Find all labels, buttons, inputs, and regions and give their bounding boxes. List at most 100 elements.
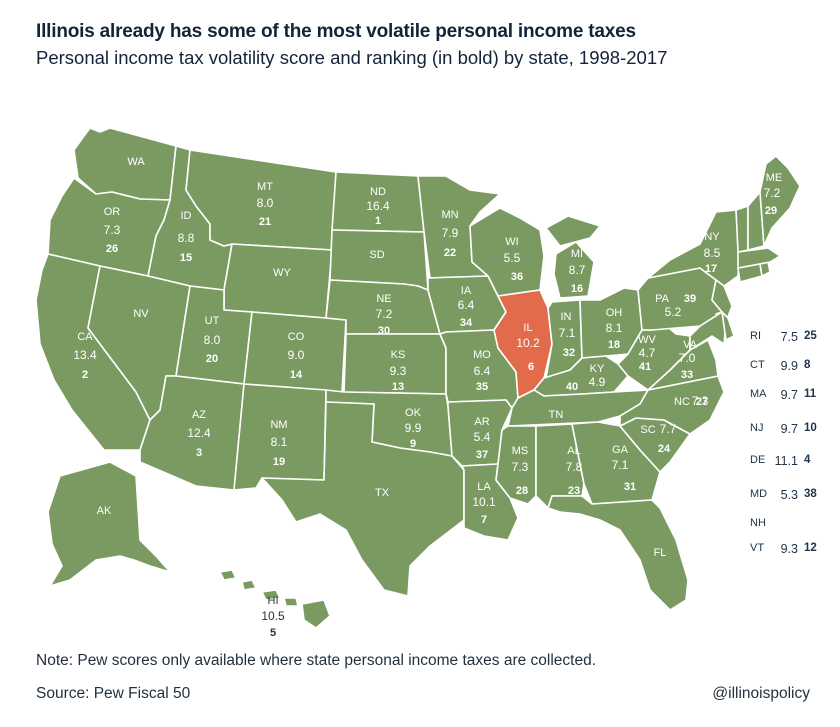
ne-row-CT: CT 9.9 8	[750, 359, 836, 377]
state-score-ID: 8.8	[178, 231, 195, 245]
state-score-VA: 7.0	[679, 351, 696, 365]
state-abbr-IL: IL	[523, 322, 532, 334]
state-rank-VA: 33	[681, 369, 693, 381]
state-score-NM: 8.1	[271, 435, 288, 449]
ne-score: 9.3	[780, 542, 798, 556]
ne-abbr: DE	[750, 454, 766, 466]
ne-score: 11.1	[774, 454, 798, 468]
ne-score: 9.7	[780, 388, 798, 402]
ne-rank: 4	[804, 454, 811, 466]
state-abbr-TX: TX	[375, 487, 390, 499]
state-abbr-OK: OK	[405, 407, 422, 419]
ne-score: 7.5	[780, 330, 798, 344]
state-abbr-MO: MO	[473, 349, 491, 361]
state-abbr-VA: VA	[683, 339, 698, 351]
state-abbr-SC: SC	[640, 424, 655, 436]
state-abbr-CA: CA	[77, 331, 93, 343]
state-rank-CA: 2	[82, 369, 88, 381]
state-score-SC: 7.7	[660, 422, 677, 436]
state-rank-ID: 15	[180, 252, 192, 264]
state-rank-IA: 34	[460, 317, 473, 329]
ne-abbr: NJ	[750, 422, 764, 434]
state-rank-LA: 7	[481, 514, 487, 526]
state-ME	[759, 155, 801, 247]
state-abbr-ME: ME	[766, 172, 783, 184]
state-rank-GA: 31	[624, 481, 636, 493]
state-CO	[243, 311, 347, 393]
state-abbr-CO: CO	[288, 331, 305, 343]
state-score-KY: 4.9	[589, 375, 606, 389]
source-credit: Source: Pew Fiscal 50	[36, 685, 191, 702]
ne-row-MA: MA 9.7 11	[750, 388, 836, 406]
ne-rank: 8	[804, 359, 811, 371]
ne-row-DE: DE 11.1 4	[750, 454, 836, 472]
state-rank-WI: 36	[511, 271, 523, 283]
state-abbr-WA: WA	[127, 156, 145, 168]
chart-subtitle: Personal income tax volatility score and…	[36, 47, 668, 68]
ne-score: 9.9	[780, 359, 798, 373]
state-rank-MT: 21	[259, 216, 271, 228]
state-rank-KS: 13	[392, 381, 404, 393]
state-score-IN: 7.1	[559, 326, 576, 340]
state-rank-MS: 28	[516, 485, 528, 497]
footnote: Note: Pew scores only available where st…	[36, 652, 597, 669]
state-abbr-AR: AR	[474, 416, 489, 428]
state-MI	[545, 215, 601, 299]
state-rank-NY: 17	[705, 263, 717, 275]
state-score-MO: 6.4	[474, 364, 491, 378]
state-abbr-TN: TN	[549, 409, 564, 421]
state-score-IL: 10.2	[516, 336, 540, 350]
state-HI	[219, 569, 331, 629]
state-abbr-KS: KS	[391, 349, 406, 361]
state-abbr-AK: AK	[97, 505, 112, 517]
ne-abbr: MD	[750, 488, 768, 500]
state-DE	[721, 311, 735, 341]
ne-rank: 38	[804, 488, 817, 500]
state-rank-AR: 37	[476, 449, 488, 461]
state-abbr-MS: MS	[512, 445, 529, 457]
ne-abbr: RI	[750, 330, 761, 342]
state-score-OK: 9.9	[405, 421, 422, 435]
state-abbr-IN: IN	[561, 311, 572, 323]
ne-score: 5.3	[780, 488, 798, 502]
ne-row-RI: RI 7.5 25	[750, 330, 836, 348]
state-abbr-UT: UT	[205, 315, 220, 327]
state-rank-PA: 39	[684, 293, 696, 305]
state-abbr-MI: MI	[571, 248, 583, 260]
state-score-KS: 9.3	[390, 364, 407, 378]
state-abbr-ID: ID	[181, 210, 192, 222]
state-score-NE: 7.2	[376, 307, 393, 321]
state-score-CO: 9.0	[288, 348, 305, 362]
ne-score: 9.7	[780, 422, 798, 436]
state-FL	[547, 495, 689, 611]
ne-abbr: CT	[750, 359, 765, 371]
state-abbr-MT: MT	[257, 181, 273, 193]
ne-abbr: MA	[750, 388, 767, 400]
state-rank-AL: 23	[568, 485, 580, 497]
state-WI	[469, 207, 545, 297]
state-rank-CO: 14	[290, 369, 303, 381]
state-rank-UT: 20	[206, 353, 218, 365]
ne-row-NJ: NJ 9.7 10	[750, 422, 836, 440]
state-rank-ND: 1	[375, 215, 381, 227]
state-abbr-OH: OH	[606, 307, 623, 319]
state-rank-MN: 22	[444, 247, 456, 259]
state-abbr-AL: AL	[567, 445, 580, 457]
state-score-MS: 7.3	[512, 460, 529, 474]
ne-row-NH: NH	[750, 517, 836, 535]
state-score-OH: 8.1	[606, 321, 623, 335]
state-score-AR: 5.4	[474, 430, 491, 444]
state-score-AZ: 12.4	[187, 426, 211, 440]
state-score-ME: 7.2	[764, 186, 781, 200]
ne-row-MD: MD 5.3 38	[750, 488, 836, 506]
state-VT	[735, 205, 749, 253]
state-abbr-KY: KY	[590, 363, 605, 375]
state-score-NC: 7.3	[692, 394, 709, 408]
ne-abbr: VT	[750, 542, 765, 554]
state-abbr-OR: OR	[104, 206, 121, 218]
state-rank-MO: 35	[476, 381, 488, 393]
state-score-NY: 8.5	[704, 246, 721, 260]
state-abbr-FL: FL	[654, 547, 667, 559]
state-rank-SC: 24	[658, 443, 671, 455]
state-score-GA: 7.1	[612, 458, 629, 472]
